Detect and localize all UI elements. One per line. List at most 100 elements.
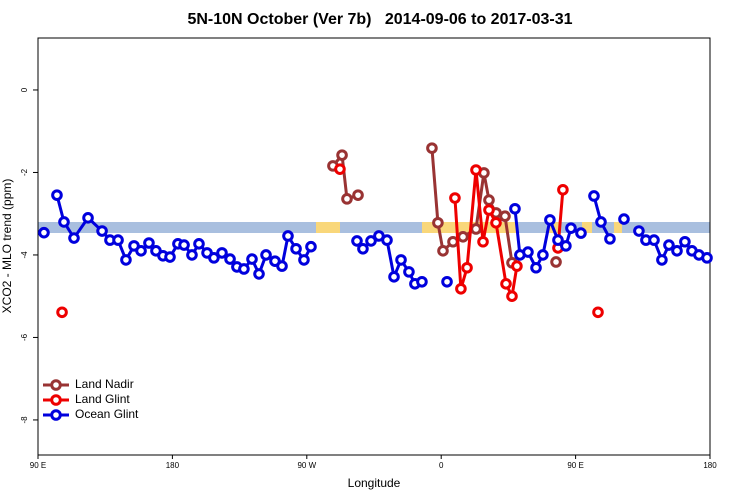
point xyxy=(56,306,68,319)
legend-label: Ocean Glint xyxy=(75,407,139,421)
point xyxy=(260,249,272,261)
point xyxy=(565,222,577,234)
point xyxy=(336,149,348,161)
point xyxy=(701,252,713,264)
point xyxy=(253,268,265,280)
point xyxy=(633,225,645,237)
point xyxy=(135,245,147,257)
point xyxy=(334,163,346,175)
point xyxy=(164,251,176,263)
chart-title: 5N-10N October (Ver 7b) 2014-09-06 to 20… xyxy=(187,11,572,28)
point xyxy=(522,246,534,258)
point xyxy=(663,239,675,251)
point xyxy=(305,240,317,253)
x-tick-label: 180 xyxy=(703,461,717,470)
y-tick-label: -2 xyxy=(20,168,29,176)
y-tick-label: -4 xyxy=(20,251,29,259)
point xyxy=(388,271,400,283)
point xyxy=(216,247,228,259)
point xyxy=(656,254,668,266)
point xyxy=(357,242,369,255)
point xyxy=(416,275,428,288)
series-line xyxy=(453,169,519,302)
point xyxy=(96,225,108,237)
point xyxy=(238,263,250,275)
x-tick-label: 180 xyxy=(166,461,180,470)
point xyxy=(560,240,572,252)
y-axis-label: XCO2 - MLO trend (ppm) xyxy=(0,179,14,314)
point xyxy=(457,231,469,243)
point xyxy=(449,192,461,204)
point xyxy=(461,261,473,274)
point xyxy=(351,235,363,247)
point xyxy=(68,232,80,244)
point xyxy=(648,234,660,246)
legend-label: Land Nadir xyxy=(75,377,134,391)
point xyxy=(82,212,94,224)
point xyxy=(395,254,407,266)
point xyxy=(500,278,512,290)
band-land xyxy=(614,222,622,233)
point xyxy=(530,261,542,274)
legend-marker xyxy=(50,409,62,421)
point xyxy=(557,183,569,196)
legend-marker xyxy=(50,394,62,406)
x-tick-label: 90 E xyxy=(30,461,46,470)
point xyxy=(224,253,236,265)
point xyxy=(298,254,310,266)
point xyxy=(509,202,521,215)
point xyxy=(290,242,302,255)
point xyxy=(403,266,415,278)
point xyxy=(186,249,198,261)
point xyxy=(490,216,502,229)
point xyxy=(588,190,600,202)
point xyxy=(483,194,495,206)
x-tick-label: 90 W xyxy=(297,461,316,470)
point xyxy=(112,234,124,246)
point xyxy=(477,235,489,248)
point xyxy=(276,260,288,272)
point xyxy=(432,216,444,229)
point xyxy=(499,210,511,222)
series-line xyxy=(331,151,359,201)
point xyxy=(58,216,70,228)
point xyxy=(537,249,549,261)
point xyxy=(143,237,155,249)
point xyxy=(470,223,482,235)
point xyxy=(447,235,459,248)
point xyxy=(178,239,190,251)
band-land xyxy=(316,222,340,233)
point xyxy=(604,233,616,245)
point xyxy=(483,204,495,216)
x-axis-label: Longitude xyxy=(348,476,401,490)
point xyxy=(592,306,604,319)
point xyxy=(511,260,523,272)
point xyxy=(341,193,353,205)
band xyxy=(38,222,710,233)
point xyxy=(595,216,607,228)
point xyxy=(671,245,683,257)
plot-frame xyxy=(37,37,711,456)
point xyxy=(679,235,691,248)
point xyxy=(365,235,377,247)
point xyxy=(120,254,132,266)
band-land xyxy=(582,222,592,233)
point xyxy=(38,226,50,239)
y-tick-label: -6 xyxy=(20,333,29,341)
point xyxy=(51,189,63,201)
point xyxy=(426,142,438,154)
point xyxy=(470,164,482,176)
y-tick-label: -8 xyxy=(20,416,29,424)
point xyxy=(552,234,564,246)
x-tick-label: 0 xyxy=(439,461,444,470)
band-ocean xyxy=(38,222,710,233)
y-tick-label: 0 xyxy=(20,87,29,92)
point xyxy=(282,230,294,242)
point xyxy=(193,238,205,250)
point xyxy=(544,214,556,226)
legend-label: Land Glint xyxy=(75,392,130,406)
band-land xyxy=(422,222,516,233)
point xyxy=(352,189,364,201)
point xyxy=(441,275,453,288)
point xyxy=(246,253,258,265)
